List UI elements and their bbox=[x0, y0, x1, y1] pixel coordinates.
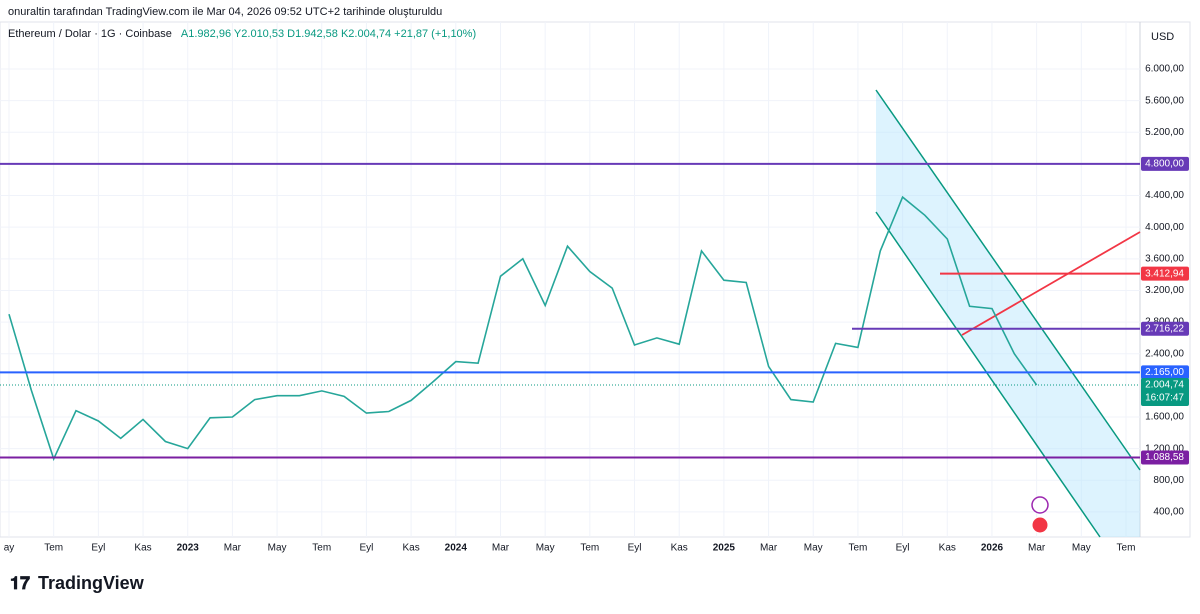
channel-lower bbox=[875, 211, 1101, 538]
x-tick-label: May bbox=[1072, 543, 1091, 554]
x-tick-label: Eyl bbox=[359, 543, 373, 554]
x-tick-label: Mar bbox=[224, 543, 242, 554]
symbol-bar: Ethereum / Dolar · 1G · Coinbase A1.982,… bbox=[8, 28, 476, 40]
level-label-bg bbox=[1141, 156, 1189, 171]
level-label: 1.088,58 bbox=[1145, 452, 1184, 463]
x-tick-label: May bbox=[268, 543, 287, 554]
ohlc: A1.982,96 Y2.010,53 D1.942,58 K2.004,74 … bbox=[180, 28, 477, 40]
current-price-label: 2.004,74 bbox=[1145, 380, 1184, 391]
logo-mark: 𝟏𝟕 bbox=[10, 573, 30, 593]
brand: TradingView bbox=[38, 573, 145, 593]
x-tick-label: Eyl bbox=[896, 543, 910, 554]
x-tick-label: Eyl bbox=[628, 543, 642, 554]
channel-fill bbox=[876, 90, 1140, 537]
y-tick-label: 5.600,00 bbox=[1145, 95, 1184, 106]
logo: 𝟏𝟕 TradingView bbox=[10, 573, 145, 593]
x-tick-label: Kas bbox=[671, 543, 688, 554]
price-line bbox=[8, 195, 1038, 462]
level-label-bg bbox=[1141, 450, 1189, 465]
symbol: Ethereum / Dolar · 1G · Coinbase bbox=[8, 28, 172, 40]
x-tick-label: Kas bbox=[403, 543, 420, 554]
x-tick-label: Tem bbox=[312, 543, 331, 554]
level-label-bg bbox=[1141, 266, 1189, 281]
event-icon[interactable] bbox=[1031, 496, 1049, 514]
x-tick-label: 2023 bbox=[177, 543, 200, 554]
level-label: 4.800,00 bbox=[1145, 159, 1184, 170]
y-tick-label: 4.000,00 bbox=[1145, 222, 1184, 233]
y-tick-label: 800,00 bbox=[1153, 475, 1184, 486]
y-tick-label: 6.000,00 bbox=[1145, 64, 1184, 75]
y-tick-label: 5.200,00 bbox=[1145, 127, 1184, 138]
y-tick-label: 400,00 bbox=[1153, 507, 1184, 518]
current-price-bg bbox=[1141, 377, 1189, 406]
event-icon[interactable] bbox=[1031, 516, 1049, 534]
y-tick-label: 2.400,00 bbox=[1145, 348, 1184, 359]
x-tick-label: Kas bbox=[939, 543, 956, 554]
y-tick-label: 4.400,00 bbox=[1145, 190, 1184, 201]
level-label-bg bbox=[1141, 321, 1189, 336]
x-tick-label: Mar bbox=[760, 543, 778, 554]
x-tick-label: Eyl bbox=[91, 543, 105, 554]
x-tick-label: Mar bbox=[1028, 543, 1046, 554]
x-tick-label: Tem bbox=[1117, 543, 1136, 554]
credit: onuraltin tarafından TradingView.com ile… bbox=[8, 6, 442, 18]
x-tick-label: 2025 bbox=[713, 543, 736, 554]
x-tick-label: 2024 bbox=[445, 543, 468, 554]
trend-line bbox=[961, 231, 1141, 336]
y-tick-label: 3.600,00 bbox=[1145, 253, 1184, 264]
x-tick-label: May bbox=[804, 543, 823, 554]
y-tick-label: 3.200,00 bbox=[1145, 285, 1184, 296]
y-tick-label: 1.600,00 bbox=[1145, 412, 1184, 423]
level-label-bg bbox=[1141, 365, 1189, 380]
y-tick-label: 1.200,00 bbox=[1145, 443, 1184, 454]
channel-upper bbox=[875, 89, 1141, 471]
x-tick-label: ay bbox=[4, 543, 15, 554]
x-tick-label: May bbox=[536, 543, 555, 554]
x-tick-label: Tem bbox=[848, 543, 867, 554]
x-tick-label: Tem bbox=[44, 543, 63, 554]
level-label: 3.412,94 bbox=[1145, 268, 1184, 279]
countdown: 16:07:47 bbox=[1145, 393, 1184, 404]
x-tick-label: 2026 bbox=[981, 543, 1004, 554]
x-tick-label: Tem bbox=[580, 543, 599, 554]
level-label: 2.716,22 bbox=[1145, 323, 1184, 334]
x-tick-label: Kas bbox=[134, 543, 151, 554]
level-label: 2.165,00 bbox=[1145, 367, 1184, 378]
chart-frame bbox=[0, 21, 1191, 538]
x-tick-label: Mar bbox=[492, 543, 510, 554]
currency-label: USD bbox=[1151, 31, 1174, 43]
